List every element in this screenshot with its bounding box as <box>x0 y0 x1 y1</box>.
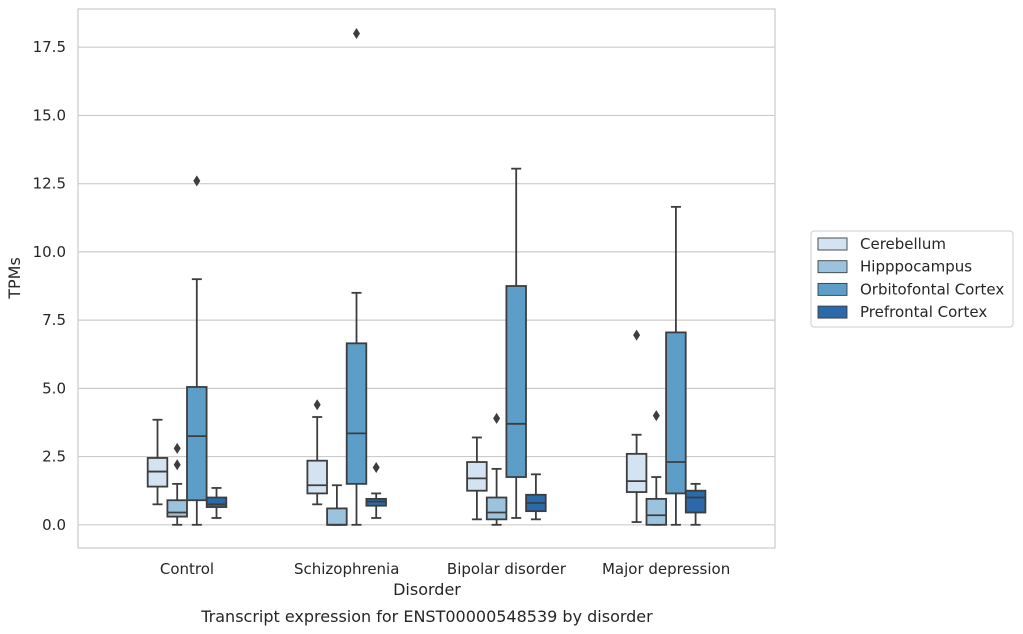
iqr-box <box>665 331 687 495</box>
x-axis-ticks: Control Schizophrenia Bipolar disorder Majo… <box>160 560 730 578</box>
box-prefrontal-cortex <box>684 482 707 526</box>
iqr-box <box>625 452 648 493</box>
legend-swatch <box>817 305 848 319</box>
box-orbitofontal-cortex <box>345 28 368 526</box>
y-tick-label: 12.5 <box>33 175 66 193</box>
y-tick-label: 7.5 <box>42 311 66 329</box>
outlier-point <box>493 412 501 424</box>
iqr-box <box>505 285 527 478</box>
box-hipppocampus <box>326 484 348 526</box>
legend-label: Hipppocampus <box>860 258 972 276</box>
iqr-box <box>485 496 508 521</box>
x-axis-title: Disorder <box>393 580 461 599</box>
y-tick-label: 15.0 <box>33 106 66 124</box>
y-tick-label: 2.5 <box>42 448 66 466</box>
y-tick-label: 17.5 <box>33 38 66 56</box>
box-hipppocampus <box>485 412 508 526</box>
iqr-box <box>684 489 707 514</box>
box-cerebellum <box>466 436 488 521</box>
iqr-box <box>166 499 188 518</box>
legend-label: Cerebellum <box>860 235 946 253</box>
y-axis-title: TPMs <box>5 257 24 300</box>
plot-area-frame <box>77 8 776 549</box>
boxplot-marks <box>146 28 707 526</box>
legend-label: Orbitofontal Cortex <box>860 280 1004 298</box>
y-axis-ticks: 0.0 2.5 5.0 7.5 10.0 12.5 15.0 17.5 <box>33 38 66 534</box>
box-prefrontal-cortex <box>525 473 547 521</box>
iqr-box <box>186 386 208 502</box>
outlier-point <box>652 410 660 422</box>
y-tick-label: 10.0 <box>33 243 66 261</box>
outlier-point <box>372 461 380 473</box>
y-tick-label: 0.0 <box>42 516 66 534</box>
box-hipppocampus <box>166 442 188 526</box>
outlier-point <box>633 329 641 341</box>
iqr-box <box>645 497 668 526</box>
x-tick-label: Control <box>160 560 214 578</box>
outlier-point <box>313 399 321 411</box>
outlier-point <box>173 459 181 471</box>
legend-label: Prefrontal Cortex <box>860 303 987 321</box>
figure-caption: Transcript expression for ENST0000054853… <box>200 607 653 626</box>
iqr-box <box>326 507 348 526</box>
box-hipppocampus <box>645 410 668 526</box>
x-tick-label: Schizophrenia <box>294 560 399 578</box>
box-orbitofontal-cortex <box>665 205 687 526</box>
legend-swatch <box>817 237 848 251</box>
x-tick-label: Bipolar disorder <box>447 560 567 578</box>
iqr-box <box>345 342 368 485</box>
x-tick-label: Major depression <box>602 560 730 578</box>
box-prefrontal-cortex <box>205 487 228 519</box>
box-cerebellum <box>146 418 169 506</box>
outlier-point <box>193 175 201 187</box>
box-orbitofontal-cortex <box>505 167 527 519</box>
y-tick-label: 5.0 <box>42 379 66 397</box>
legend: Cerebellum Hipppocampus Orbitofontal Corte… <box>810 230 1014 328</box>
box-prefrontal-cortex <box>365 461 387 519</box>
iqr-box <box>466 461 488 492</box>
box-orbitofontal-cortex <box>186 175 208 526</box>
outlier-point <box>173 442 181 454</box>
outlier-point <box>353 28 360 40</box>
legend-frame <box>810 230 1014 328</box>
legend-swatch <box>817 260 848 274</box>
box-cerebellum <box>306 399 328 506</box>
legend-swatch <box>817 282 848 296</box>
box-cerebellum <box>625 329 648 523</box>
iqr-box <box>205 496 228 508</box>
iqr-box <box>306 459 328 495</box>
